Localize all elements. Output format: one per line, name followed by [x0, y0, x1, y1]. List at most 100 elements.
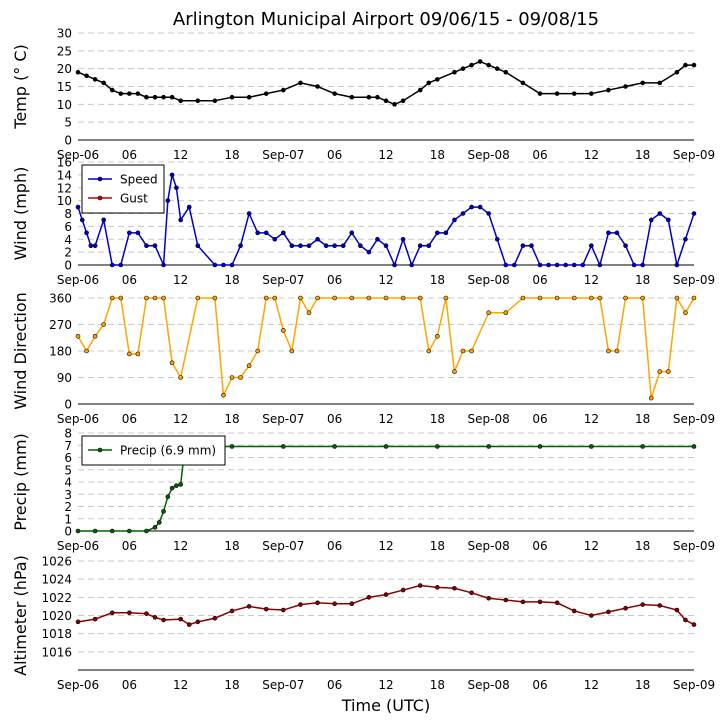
x-tick-label: 12: [378, 539, 393, 553]
y-tick-label: 0: [64, 525, 72, 539]
x-tick-label: Sep-08: [468, 539, 510, 553]
data-point: [426, 80, 432, 86]
data-point: [606, 609, 611, 615]
data-point: [443, 230, 449, 236]
data-point: [255, 230, 260, 236]
y-tick-label: 2: [64, 500, 72, 514]
x-tick-label: Sep-06: [57, 539, 99, 553]
series-line-speed: [77, 174, 695, 268]
data-point: [366, 249, 372, 255]
data-point: [75, 528, 81, 534]
data-point: [640, 444, 645, 449]
data-point: [469, 590, 474, 596]
x-tick-label: Sep-08: [468, 273, 510, 287]
data-point: [494, 66, 500, 71]
data-point: [165, 198, 171, 203]
x-tick-label: 06: [327, 678, 342, 692]
data-point: [486, 444, 491, 449]
data-point: [178, 98, 183, 104]
data-point: [417, 87, 423, 93]
y-tick-label: 1018: [41, 627, 72, 641]
data-point: [623, 295, 628, 301]
data-point: [452, 69, 457, 75]
data-point: [212, 295, 218, 301]
data-point: [298, 80, 303, 86]
data-point: [101, 322, 106, 327]
data-point: [417, 295, 423, 301]
data-point: [554, 262, 560, 268]
data-point: [263, 91, 269, 96]
data-point: [281, 328, 286, 333]
data-point: [92, 616, 98, 622]
data-point: [469, 348, 474, 354]
series-line-5-1: [77, 584, 695, 626]
data-point: [435, 444, 440, 449]
data-point: [212, 615, 218, 621]
data-point: [298, 295, 303, 301]
data-point: [165, 494, 171, 500]
x-tick-label: 12: [584, 148, 599, 162]
data-point: [135, 91, 141, 96]
data-point: [683, 236, 688, 242]
y-axis-label: Altimeter (hPa): [11, 555, 30, 676]
y-tick-label: 1022: [41, 591, 72, 605]
data-point: [589, 91, 594, 96]
x-tick-label: 18: [635, 148, 650, 162]
data-point: [144, 611, 149, 616]
data-point: [135, 230, 141, 236]
x-tick-label: 18: [635, 539, 650, 553]
data-point: [246, 94, 252, 100]
x-tick-label: Sep-08: [468, 412, 510, 426]
data-point: [186, 622, 192, 627]
data-point: [469, 62, 474, 68]
data-point: [486, 211, 491, 216]
x-tick-label: 06: [532, 273, 547, 287]
data-point: [212, 98, 218, 104]
data-point: [127, 528, 132, 534]
data-point: [88, 243, 94, 248]
data-point: [323, 243, 329, 248]
data-point: [486, 595, 491, 601]
data-point: [135, 351, 141, 357]
x-tick-label: 18: [430, 148, 445, 162]
x-axis-label: Time (UTC): [341, 696, 430, 715]
data-point: [503, 597, 509, 603]
data-point: [238, 375, 243, 380]
data-point: [375, 94, 380, 100]
x-tick-label: Sep-06: [57, 412, 99, 426]
data-point: [460, 211, 466, 216]
data-point: [229, 262, 235, 268]
data-point: [546, 262, 551, 268]
y-tick-label: 90: [57, 371, 72, 385]
data-point: [529, 243, 534, 248]
x-tick-label: 18: [635, 412, 650, 426]
data-point: [520, 599, 526, 605]
legend-marker: [97, 447, 103, 453]
x-tick-label: 06: [327, 273, 342, 287]
x-tick-label: 06: [532, 539, 547, 553]
data-point: [563, 262, 568, 268]
x-tick-label: 12: [173, 273, 188, 287]
y-tick-label: 6: [64, 451, 72, 465]
data-point: [648, 395, 654, 401]
data-point: [691, 211, 697, 216]
data-point: [349, 601, 355, 606]
data-point: [443, 295, 449, 301]
data-point: [263, 606, 269, 612]
data-point: [174, 483, 179, 488]
data-point: [537, 91, 543, 96]
y-tick-label: 1026: [41, 555, 72, 569]
data-point: [263, 295, 269, 301]
data-point: [435, 77, 440, 82]
data-point: [383, 243, 389, 248]
data-point: [306, 310, 312, 316]
y-tick-label: 25: [57, 44, 72, 58]
data-point: [161, 262, 166, 268]
x-tick-label: 18: [635, 273, 650, 287]
x-tick-label: Sep-09: [673, 273, 715, 287]
x-tick-label: 12: [584, 412, 599, 426]
data-point: [554, 600, 560, 606]
x-tick-label: 18: [224, 539, 239, 553]
data-point: [623, 605, 628, 611]
data-point: [174, 185, 179, 191]
